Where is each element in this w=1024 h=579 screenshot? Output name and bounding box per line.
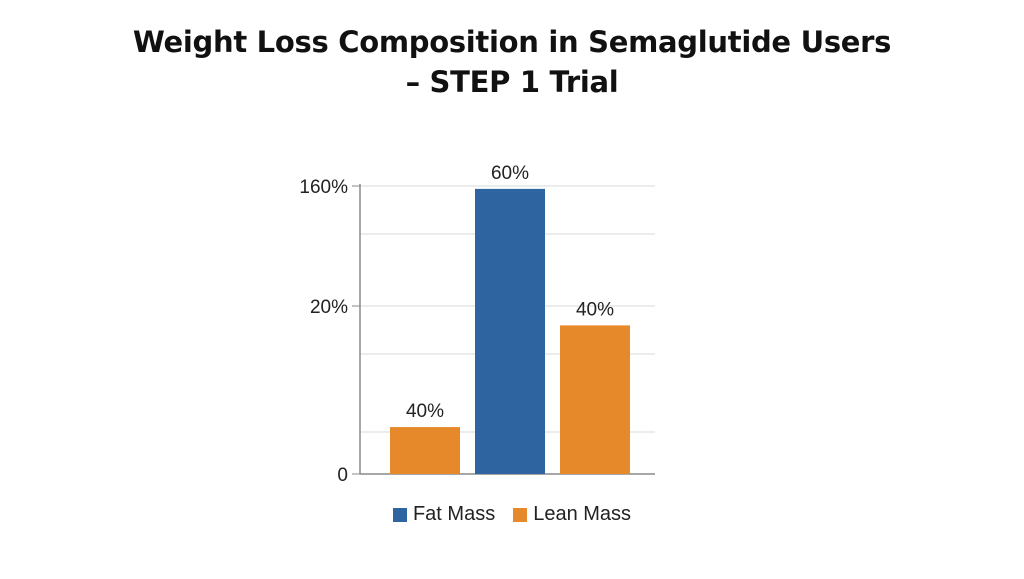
chart-title: Weight Loss Composition in Semaglutide U… bbox=[0, 22, 1024, 102]
legend-label-lean-mass: Lean Mass bbox=[533, 503, 632, 525]
legend-swatch-fat-mass bbox=[392, 507, 407, 522]
legend-swatch-lean-mass bbox=[513, 507, 528, 522]
bar-value-label: 40% bbox=[406, 401, 444, 422]
bar-lean-mass bbox=[390, 427, 460, 474]
bar-value-label: 40% bbox=[576, 299, 614, 320]
y-tick-label: 0 bbox=[337, 465, 348, 486]
bar-fat-mass bbox=[475, 188, 545, 474]
bar-lean-mass bbox=[560, 325, 630, 474]
bar-value-label: 60% bbox=[491, 163, 529, 184]
legend-label-fat-mass: Fat Mass bbox=[412, 503, 496, 525]
legend-item-lean-mass: Lean Mass bbox=[513, 503, 631, 526]
chart-title-line-1: Weight Loss Composition in Semaglutide U… bbox=[132, 25, 892, 59]
legend: Fat Mass Lean Mass bbox=[0, 503, 1024, 526]
y-tick-label: 20% bbox=[310, 297, 348, 318]
legend-item-fat-mass: Fat Mass bbox=[392, 503, 496, 526]
y-tick-label: 160% bbox=[299, 177, 348, 198]
chart-title-line-2: – STEP 1 Trial bbox=[405, 65, 619, 99]
